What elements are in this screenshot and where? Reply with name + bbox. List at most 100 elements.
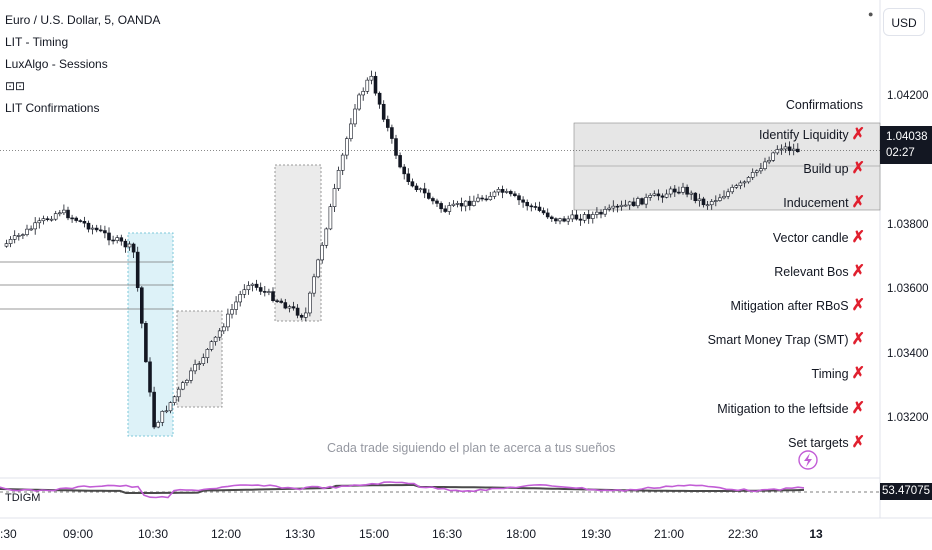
bear-candle: [467, 200, 472, 206]
price-tick-label: 1.03200: [887, 412, 929, 425]
time-tick-label: 18:00: [505, 527, 537, 541]
cross-mark-icon: ✗: [851, 126, 865, 143]
bull-candle: [476, 197, 480, 202]
bear-candle: [615, 205, 620, 208]
bull-candle: [16, 235, 21, 237]
bear-candle: [660, 195, 665, 198]
bull-candle: [697, 198, 702, 202]
bull-candle: [4, 243, 9, 247]
bear-candle: [672, 188, 677, 193]
confirmation-label: Mitigation after RBoS: [730, 298, 849, 313]
confirmation-label: Inducement: [783, 196, 849, 211]
bull-candle: [181, 382, 185, 390]
bear-candle: [554, 218, 558, 222]
bear-candle: [521, 199, 525, 203]
currency-button[interactable]: USD: [883, 8, 925, 36]
bull-candle: [222, 326, 226, 332]
bear-candle: [787, 146, 792, 151]
bull-candle: [230, 309, 234, 315]
bull-candle: [324, 228, 329, 246]
legend-indicator-sessions[interactable]: LuxAlgo - Sessions: [5, 57, 108, 71]
bull-candle: [168, 402, 173, 412]
bear-candle: [82, 221, 87, 224]
bull-candle: [779, 148, 784, 151]
bull-candle: [37, 220, 42, 224]
bull-candle: [705, 204, 710, 207]
bear-candle: [586, 214, 591, 219]
bear-candle: [656, 193, 661, 197]
legend-symbol[interactable]: Euro / U.S. Dollar, 5, OANDA: [5, 13, 161, 27]
bull-candle: [197, 363, 201, 365]
bull-candle: [267, 291, 271, 293]
bull-candle: [742, 181, 747, 184]
legend-indicator-timing[interactable]: LIT - Timing: [5, 35, 69, 49]
bear-candle: [271, 291, 275, 301]
bear-candle: [283, 302, 288, 309]
bull-candle: [189, 370, 193, 381]
bull-candle: [734, 185, 739, 188]
oscillator-label[interactable]: TDIGM: [5, 492, 41, 504]
bear-candle: [275, 300, 279, 302]
legend-indicator-confirmations[interactable]: LIT Confirmations: [5, 101, 100, 115]
cross-mark-icon: ✗: [851, 433, 865, 451]
confirmation-label: Set targets: [788, 435, 849, 450]
confirmation-label: Vector candle: [772, 230, 849, 245]
bull-candle: [689, 192, 694, 195]
bull-candle: [193, 364, 197, 372]
price-tick-label: 1.03800: [887, 218, 929, 231]
bull-candle: [234, 301, 238, 310]
bear-candle: [152, 391, 156, 428]
bull-candle: [619, 204, 624, 207]
session-box: [274, 164, 322, 322]
price-tick-label: 1.03400: [887, 347, 929, 360]
cross-mark-icon: ✗: [851, 160, 865, 178]
bear-candle: [291, 306, 296, 309]
bull-candle: [312, 276, 316, 294]
time-tick-label: 21:00: [653, 527, 685, 541]
price-tick-label: 1.03600: [887, 283, 929, 296]
bull-candle: [217, 330, 222, 338]
bull-candle: [623, 204, 628, 207]
bull-candle: [636, 198, 640, 207]
oscillator-main-line: [0, 481, 805, 499]
bear-candle: [508, 191, 513, 195]
bear-candle: [435, 200, 439, 204]
bear-candle: [599, 211, 603, 215]
bear-candle: [414, 185, 419, 191]
bull-candle: [41, 218, 46, 222]
price-tick-label: 1.04200: [887, 90, 929, 103]
time-tick-label: 12:00: [210, 527, 242, 541]
bull-candle: [12, 235, 17, 240]
bear-candle: [500, 189, 505, 193]
bear-candle: [422, 188, 427, 194]
bear-candle: [107, 232, 111, 241]
bull-candle: [652, 193, 657, 196]
bull-candle: [582, 214, 587, 221]
confirmation-row: Smart Money Trap (SMT) ✗: [708, 323, 865, 357]
confirmation-label: Relevant Bos: [774, 264, 849, 279]
legend-indicator-hidden[interactable]: ⊡⊡: [5, 79, 26, 93]
bear-candle: [402, 166, 407, 175]
bear-candle: [103, 230, 107, 234]
bull-candle: [447, 205, 452, 212]
bull-candle: [754, 170, 759, 173]
time-tick-label: 16:30: [431, 527, 463, 541]
bull-candle: [791, 148, 796, 151]
bull-candle: [566, 218, 571, 222]
bull-candle: [492, 191, 497, 197]
cross-mark-icon: ✗: [851, 365, 865, 383]
bull-candle: [722, 195, 726, 199]
bull-candle: [775, 149, 780, 154]
bear-candle: [295, 307, 300, 316]
bear-candle: [537, 206, 542, 211]
bull-candle: [759, 168, 763, 172]
bull-candle: [238, 294, 242, 303]
bear-candle: [545, 212, 550, 218]
bear-candle: [406, 173, 411, 182]
settings-dot-icon[interactable]: ●: [868, 9, 874, 19]
bull-candle: [25, 228, 29, 235]
bear-candle: [86, 222, 91, 230]
time-tick-label: 15:00: [358, 527, 390, 541]
bull-candle: [504, 191, 509, 193]
